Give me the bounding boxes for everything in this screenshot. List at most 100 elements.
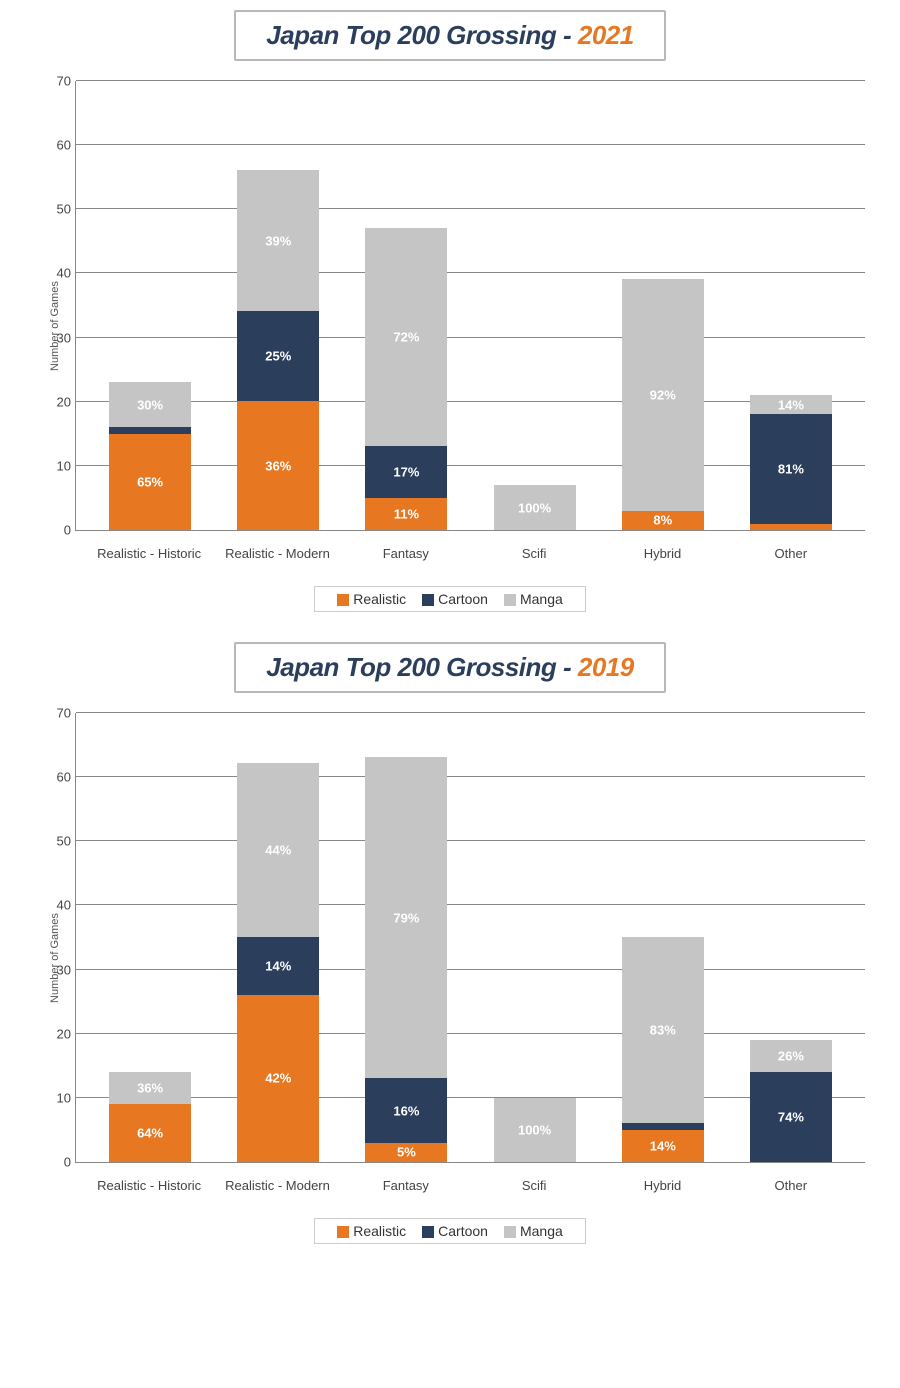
stacked-bar: 65% 30% bbox=[109, 382, 191, 530]
ytick-label: 70 bbox=[46, 706, 71, 721]
stacked-bar: 42% 14% 44% bbox=[237, 763, 319, 1162]
segment-pct-label: 100% bbox=[494, 500, 576, 515]
x-label: Other bbox=[727, 1178, 855, 1193]
ytick-label: 20 bbox=[46, 394, 71, 409]
x-label: Hybrid bbox=[598, 1178, 726, 1193]
bar-slot: 65% 30% bbox=[86, 382, 214, 530]
bar-segment-manga: 26% bbox=[750, 1040, 832, 1072]
bar-segment-manga: 30% bbox=[109, 382, 191, 427]
plot-area: Number of Games10203040506070064%36%42%1… bbox=[15, 703, 885, 1213]
bar-segment-manga: 83% bbox=[622, 937, 704, 1123]
x-label: Scifi bbox=[470, 546, 598, 561]
segment-pct-label: 81% bbox=[750, 461, 832, 476]
stacked-bar: 5% 16% 79% bbox=[365, 757, 447, 1162]
ytick-label: 50 bbox=[46, 834, 71, 849]
stacked-bar: 74%26% bbox=[750, 1040, 832, 1162]
x-label: Realistic - Historic bbox=[85, 1178, 213, 1193]
segment-pct-label: 5% bbox=[365, 1145, 447, 1160]
legend-swatch bbox=[422, 1226, 434, 1238]
bar-segment-realistic: 11% bbox=[365, 498, 447, 530]
bar-segment-realistic: 42% bbox=[237, 995, 319, 1162]
x-label: Other bbox=[727, 546, 855, 561]
legend-item: Manga bbox=[504, 1223, 563, 1239]
legend-swatch bbox=[337, 1226, 349, 1238]
chart-title: Japan Top 200 Grossing - bbox=[266, 652, 578, 682]
stacked-bar: 11%17%72% bbox=[365, 228, 447, 530]
bars-row: 64% 36% 42% 14% 44% 5% 16% 79% 100% 14% 83% 74%26% bbox=[76, 713, 865, 1162]
stacked-bar: 100% bbox=[494, 485, 576, 530]
y-axis-label: Number of Games bbox=[49, 281, 61, 371]
bar-segment-realistic: 36% bbox=[237, 401, 319, 530]
bar-segment-cartoon: 17% bbox=[365, 446, 447, 497]
x-labels-row: Realistic - HistoricRealistic - ModernFa… bbox=[75, 1178, 865, 1193]
x-label: Realistic - Historic bbox=[85, 546, 213, 561]
segment-pct-label: 65% bbox=[109, 474, 191, 489]
legend-item: Cartoon bbox=[422, 1223, 488, 1239]
bar-segment-manga: 36% bbox=[109, 1072, 191, 1104]
bar-segment-manga: 79% bbox=[365, 757, 447, 1078]
bar-slot: 42% 14% 44% bbox=[214, 763, 342, 1162]
ytick-label: 50 bbox=[46, 202, 71, 217]
legend-swatch bbox=[504, 1226, 516, 1238]
ytick-label: 60 bbox=[46, 138, 71, 153]
bar-segment-realistic: 5% bbox=[365, 1143, 447, 1162]
legend-label: Manga bbox=[520, 591, 563, 607]
x-label: Hybrid bbox=[598, 546, 726, 561]
segment-pct-label: 17% bbox=[365, 465, 447, 480]
legend-swatch bbox=[422, 594, 434, 606]
bar-segment-manga: 100% bbox=[494, 485, 576, 530]
segment-pct-label: 8% bbox=[622, 513, 704, 528]
x-label: Fantasy bbox=[342, 1178, 470, 1193]
segment-pct-label: 42% bbox=[237, 1071, 319, 1086]
legend-label: Realistic bbox=[353, 591, 406, 607]
stacked-bar: 8% 92% bbox=[622, 279, 704, 530]
segment-pct-label: 25% bbox=[237, 349, 319, 364]
legend: RealisticCartoonManga bbox=[314, 586, 586, 612]
y-axis-label: Number of Games bbox=[49, 913, 61, 1003]
segment-pct-label: 11% bbox=[365, 506, 447, 521]
bar-segment-cartoon: 81% bbox=[750, 414, 832, 523]
segment-pct-label: 64% bbox=[109, 1126, 191, 1141]
segment-pct-label: 44% bbox=[237, 843, 319, 858]
stacked-bar: 64% 36% bbox=[109, 1072, 191, 1162]
bar-slot: 81%14% bbox=[727, 395, 855, 530]
segment-pct-label: 30% bbox=[109, 397, 191, 412]
bar-segment-realistic: 65% bbox=[109, 434, 191, 530]
legend-label: Manga bbox=[520, 1223, 563, 1239]
ytick-label: 0 bbox=[46, 523, 71, 538]
bar-segment-realistic: 64% bbox=[109, 1104, 191, 1162]
ytick-label: 10 bbox=[46, 458, 71, 473]
legend-swatch bbox=[337, 594, 349, 606]
bar-segment-cartoon: 74% bbox=[750, 1072, 832, 1162]
stacked-bar: 36%25%39% bbox=[237, 170, 319, 530]
chart-title-box: Japan Top 200 Grossing - 2021 bbox=[234, 10, 665, 61]
bar-slot: 8% 92% bbox=[599, 279, 727, 530]
bar-segment-manga: 44% bbox=[237, 763, 319, 937]
x-label: Fantasy bbox=[342, 546, 470, 561]
legend-label: Cartoon bbox=[438, 1223, 488, 1239]
ytick-label: 0 bbox=[46, 1155, 71, 1170]
segment-pct-label: 92% bbox=[622, 388, 704, 403]
ytick-label: 30 bbox=[46, 962, 71, 977]
chart-title-year: 2021 bbox=[578, 20, 634, 50]
bar-segment-cartoon bbox=[109, 427, 191, 433]
legend-label: Realistic bbox=[353, 1223, 406, 1239]
bar-segment-cartoon: 25% bbox=[237, 311, 319, 401]
segment-pct-label: 16% bbox=[365, 1103, 447, 1118]
segment-pct-label: 36% bbox=[109, 1081, 191, 1096]
segment-pct-label: 14% bbox=[622, 1138, 704, 1153]
plot-area: Number of Games10203040506070065%30%36%2… bbox=[15, 71, 885, 581]
ytick-label: 20 bbox=[46, 1026, 71, 1041]
segment-pct-label: 14% bbox=[237, 958, 319, 973]
segment-pct-label: 36% bbox=[237, 458, 319, 473]
ytick-label: 70 bbox=[46, 74, 71, 89]
segment-pct-label: 100% bbox=[494, 1122, 576, 1137]
bar-slot: 11%17%72% bbox=[342, 228, 470, 530]
chart-container-1: Japan Top 200 Grossing - 2019Number of G… bbox=[15, 642, 885, 1244]
ytick-label: 10 bbox=[46, 1090, 71, 1105]
x-labels-row: Realistic - HistoricRealistic - ModernFa… bbox=[75, 546, 865, 561]
legend-item: Realistic bbox=[337, 1223, 406, 1239]
bars-row: 65%30%36%25%39%11%17%72%100%8%92%81%14% bbox=[76, 81, 865, 530]
bar-slot: 100% bbox=[471, 485, 599, 530]
ytick-label: 30 bbox=[46, 330, 71, 345]
